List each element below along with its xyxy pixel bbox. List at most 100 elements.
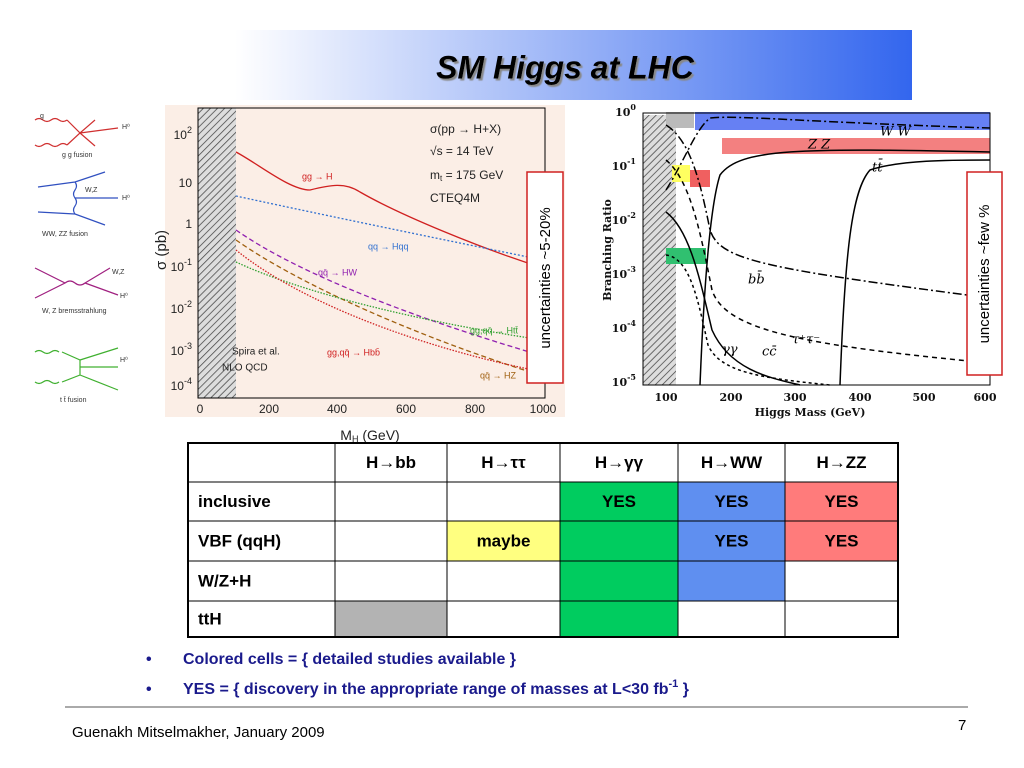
column-header: H→ττ <box>481 453 526 472</box>
cell-text: YES <box>714 531 748 550</box>
cross-section-curves <box>235 151 544 377</box>
x-tick-label: 1000 <box>530 402 557 416</box>
header-cell <box>446 442 561 483</box>
y-axis-label: Branching Ratio <box>601 199 614 301</box>
excluded-region <box>198 108 236 398</box>
table-cell <box>677 481 786 522</box>
y-tick-label: 1 <box>185 217 192 231</box>
curve-label: qq → Hqq <box>368 241 409 251</box>
y-tick-label: 10-1 <box>171 257 192 274</box>
process-info: mt = 175 GeV <box>430 168 503 183</box>
table-cell <box>677 520 786 562</box>
table-cell <box>334 600 448 638</box>
table-cell <box>187 442 336 483</box>
y-tick-label: 10 <box>179 176 193 190</box>
row-header: VBF (qqH) <box>198 531 281 550</box>
curve-label: qq̄ → HW <box>318 267 358 277</box>
table-cell <box>784 481 899 522</box>
y-tick-label: 102 <box>174 125 192 142</box>
curve-label: gg → H <box>302 171 333 181</box>
diagram-caption: g g fusion <box>62 152 92 159</box>
particle-label: W,Z <box>112 269 125 276</box>
column-header: H→ZZ <box>816 453 866 472</box>
table: H→bb H→ττ H→γγ H→WW H→ZZ inclusive YES YES YES VB… <box>187 442 899 638</box>
curve-label: τ⁺τ⁻ <box>792 333 820 348</box>
table-cell <box>559 560 679 602</box>
cell-text: YES <box>602 492 636 511</box>
table-cell <box>446 481 561 522</box>
table-cell <box>559 600 679 638</box>
header-cell <box>677 442 786 483</box>
x-tick-label: 300 <box>784 391 807 404</box>
row-header-cell <box>187 481 336 522</box>
diagram-caption: W, Z bremsstrahlung <box>42 308 107 315</box>
particle-label: H⁰ <box>120 356 128 364</box>
table-cell <box>784 560 899 602</box>
table-cell <box>334 520 448 562</box>
x-tick-label: 600 <box>396 402 416 416</box>
particle-label: W,Z <box>85 187 98 194</box>
table-cell <box>784 600 899 638</box>
bullet: Colored cells = { detailed studies avail… <box>183 651 516 668</box>
x-tick-label: 500 <box>913 391 936 404</box>
bullet: YES = { discovery in the appropriate ran… <box>183 678 689 698</box>
bullet-marker: • <box>146 651 152 668</box>
highlight <box>672 165 690 182</box>
y-axis-label: σ (pb) <box>153 230 170 270</box>
cell-text: YES <box>824 492 858 511</box>
process-info: CTEQ4M <box>430 191 480 205</box>
credit: Spira et al. <box>232 347 280 358</box>
slide-title: SM Higgs at LHC <box>436 49 695 85</box>
particle-label: H⁰ <box>122 123 130 131</box>
diagram-caption: WW, ZZ fusion <box>42 231 88 238</box>
x-tick-label: 800 <box>465 402 485 416</box>
y-tick-label: 10-2 <box>612 210 636 227</box>
highlight <box>666 112 694 128</box>
process-info: √s = 14 TeV <box>430 144 493 158</box>
highlight <box>690 170 710 187</box>
table-cell <box>334 481 448 522</box>
curve-label: tt̄ <box>872 159 884 176</box>
x-axis-label: Higgs Mass (GeV) <box>755 406 866 419</box>
x-tick-label: 0 <box>197 402 204 416</box>
x-tick-label: 200 <box>259 402 279 416</box>
uncertainty-box <box>526 171 564 384</box>
table-cell <box>784 520 899 562</box>
highlight <box>666 248 706 264</box>
branching-ratio-curves <box>665 116 991 386</box>
y-tick-label: 10-3 <box>612 264 637 281</box>
table-cell <box>446 560 561 602</box>
curve-label: γγ <box>722 343 738 358</box>
column-header: H→WW <box>701 453 763 472</box>
row-header-cell <box>187 600 336 638</box>
table-cell <box>446 520 561 562</box>
table-border <box>187 442 899 638</box>
table-cell <box>677 600 786 638</box>
curve-label: gg,qq̄ → Htt̄ <box>470 325 519 335</box>
x-tick-label: 100 <box>655 391 678 404</box>
table-cell <box>446 600 561 638</box>
header-cell <box>559 442 679 483</box>
uncertainty-note: uncertainties ~few % <box>976 205 993 344</box>
x-tick-label: 400 <box>327 402 347 416</box>
curve-label: bb̄ <box>748 271 765 288</box>
x-axis-label: MH (GeV) <box>340 427 399 445</box>
credit: NLO QCD <box>222 363 268 374</box>
y-tick-label: 10-1 <box>612 156 636 173</box>
diagram-caption: t t̄ fusion <box>60 396 87 404</box>
row-header: inclusive <box>198 492 271 511</box>
curve-label: gg,qq̄ → Hbb̄ <box>327 347 380 357</box>
uncertainty-note: uncertainties ~5-20% <box>537 207 554 348</box>
feynman-diagrams <box>34 117 119 391</box>
cell-text: YES <box>824 531 858 550</box>
row-header: ttH <box>198 609 222 628</box>
table-cell <box>559 481 679 522</box>
table-cell <box>559 520 679 562</box>
page-number: 7 <box>958 717 966 734</box>
x-tick-label: 600 <box>974 391 997 404</box>
particle-label: g <box>40 113 44 120</box>
row-header: W/Z+H <box>198 571 251 590</box>
particle-label: H⁰ <box>122 194 130 202</box>
curve-label: Z Z <box>807 138 831 153</box>
curve-label: W W <box>880 125 912 140</box>
